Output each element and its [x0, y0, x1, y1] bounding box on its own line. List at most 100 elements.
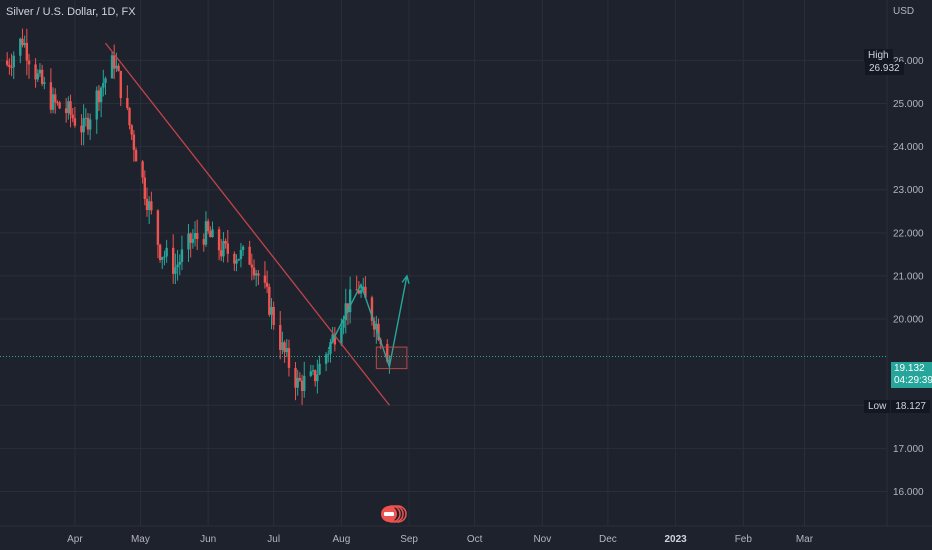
- candle-body: [235, 260, 238, 264]
- candle-body: [329, 342, 332, 354]
- replay-icon[interactable]: [380, 504, 410, 524]
- x-tick-label: Dec: [599, 534, 617, 545]
- candle-body: [318, 363, 321, 375]
- candle-body: [56, 102, 59, 104]
- candle-body: [150, 201, 153, 211]
- candle-body: [25, 42, 29, 61]
- candle-body: [287, 348, 291, 368]
- candle-body: [110, 55, 114, 79]
- chart-title: Silver / U.S. Dollar, 1D, FX: [6, 6, 136, 18]
- candle-body: [49, 82, 53, 110]
- candle-body: [268, 286, 271, 315]
- trend-line: [104, 42, 390, 406]
- x-tick-label: Sep: [400, 534, 418, 545]
- candle-body: [51, 94, 55, 110]
- candle-body: [119, 71, 122, 98]
- candle-body: [204, 221, 208, 245]
- candle-body: [130, 125, 133, 135]
- candle-body: [272, 306, 275, 325]
- y-tick-label: 22.000: [893, 228, 924, 239]
- candle-body: [19, 38, 22, 56]
- candle-body: [145, 198, 149, 210]
- x-tick-label: Aug: [332, 534, 350, 545]
- candle-body: [189, 233, 192, 243]
- candle-body: [370, 297, 374, 321]
- high-value: 26.932: [865, 62, 904, 75]
- candle-body: [346, 303, 350, 313]
- candle-body: [165, 247, 168, 257]
- candle-body: [117, 65, 120, 72]
- candle-body: [10, 67, 13, 69]
- candle-body: [375, 323, 378, 330]
- y-tick-label: 17.000: [893, 444, 924, 455]
- candle-body: [82, 118, 85, 133]
- candle-body: [58, 102, 61, 109]
- candle-body: [237, 259, 240, 261]
- candle-body: [174, 267, 177, 274]
- high-key: High: [864, 49, 893, 62]
- candle-body: [364, 286, 367, 298]
- candle-body: [43, 82, 46, 84]
- candle-body: [171, 247, 175, 274]
- candle-body: [132, 134, 136, 150]
- candle-body: [126, 97, 129, 108]
- candle-body: [156, 210, 160, 245]
- candle-body: [97, 90, 101, 103]
- candle-body: [279, 324, 282, 350]
- candle-body: [309, 371, 313, 376]
- candle-body: [311, 370, 315, 372]
- candle-body: [217, 229, 221, 251]
- candle-body: [357, 290, 361, 294]
- candle-body: [64, 108, 68, 113]
- x-tick-label: May: [131, 534, 150, 545]
- candle-body: [248, 246, 251, 265]
- candle-body: [134, 149, 138, 162]
- candle-body: [283, 342, 286, 353]
- y-tick-label: 21.000: [893, 271, 924, 282]
- candle-body: [80, 125, 83, 133]
- x-tick-label: Jun: [200, 534, 216, 545]
- candle-body: [5, 60, 9, 65]
- candle-body: [331, 334, 334, 343]
- candle-body: [355, 289, 358, 291]
- x-tick-label: Mar: [796, 534, 814, 545]
- candle-body: [141, 161, 144, 178]
- x-tick-label: Apr: [67, 534, 83, 545]
- candle-body: [69, 101, 72, 115]
- low-key: Low: [864, 400, 891, 413]
- candle-body: [254, 273, 258, 276]
- y-tick-label: 25.000: [893, 99, 924, 110]
- support-zone: [375, 346, 408, 370]
- candle-body: [377, 323, 380, 340]
- candle-body: [316, 374, 319, 382]
- candle-body: [54, 94, 57, 103]
- candle-body: [27, 60, 31, 65]
- candle-body: [38, 69, 42, 74]
- candle-body: [348, 289, 352, 313]
- candle-body: [294, 367, 297, 388]
- candle-body: [178, 261, 181, 265]
- candle-body: [67, 101, 70, 113]
- candle-body: [263, 275, 267, 283]
- x-tick-label: 2023: [664, 534, 687, 545]
- candle-body: [99, 87, 103, 103]
- candle-body: [71, 114, 74, 119]
- candle-body: [193, 233, 197, 239]
- candle-body: [176, 264, 179, 268]
- candle-body: [270, 306, 273, 315]
- candle-body: [196, 233, 199, 240]
- x-tick-label: Jul: [267, 534, 280, 545]
- candle-body: [73, 118, 77, 126]
- candle-body: [241, 246, 245, 250]
- high-label: High26.932: [864, 49, 932, 75]
- candle-body: [250, 264, 254, 268]
- candle-body: [23, 42, 26, 46]
- y-tick-label: 23.000: [893, 185, 924, 196]
- candle-body: [313, 370, 317, 382]
- candle-body: [211, 229, 214, 238]
- candle-body: [340, 327, 343, 345]
- candle-body: [187, 233, 190, 250]
- candle-body: [372, 320, 376, 330]
- countdown-timer: 04:29:39: [894, 375, 932, 386]
